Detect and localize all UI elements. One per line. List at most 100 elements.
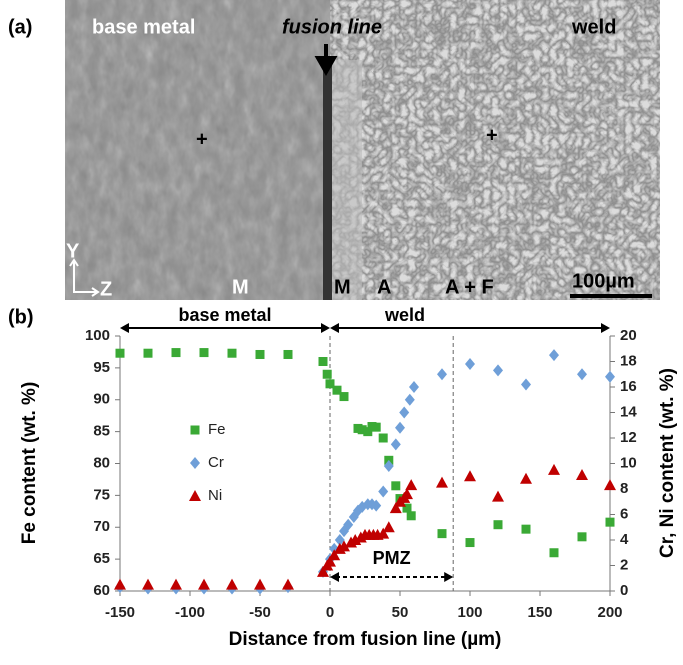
image-label: base metal	[92, 16, 195, 38]
region-label: base metal	[178, 305, 271, 325]
image-label: +	[486, 124, 498, 146]
data-point	[605, 370, 615, 383]
data-point	[332, 385, 342, 395]
data-point	[402, 503, 412, 513]
data-point	[520, 472, 532, 484]
y2-tick-label: 18	[620, 352, 637, 369]
data-point	[226, 578, 238, 590]
data-point	[406, 511, 416, 521]
data-point	[357, 425, 367, 435]
data-point	[437, 529, 447, 539]
y-tick-label: 80	[93, 454, 110, 471]
data-point	[371, 499, 382, 512]
data-point	[464, 470, 476, 482]
x-tick-label: -50	[249, 604, 271, 621]
data-point	[404, 393, 415, 406]
x-axis-title: Distance from fusion line (µm)	[229, 629, 502, 650]
image-label: weld	[571, 16, 616, 38]
data-point	[189, 490, 201, 501]
data-point	[521, 524, 531, 534]
data-point	[390, 438, 401, 451]
image-label: M	[232, 276, 249, 298]
legend-label: Ni	[208, 487, 222, 504]
data-point	[371, 422, 381, 432]
data-point	[143, 348, 153, 358]
data-point	[282, 578, 294, 590]
data-point	[324, 555, 336, 567]
data-point	[549, 548, 559, 558]
data-point	[198, 578, 210, 590]
micrograph	[65, 0, 660, 300]
data-point	[465, 358, 475, 371]
axes-icon	[69, 258, 100, 297]
data-point	[409, 381, 419, 393]
data-point	[115, 348, 125, 358]
y2-tick-label: 0	[620, 582, 628, 599]
data-point	[391, 481, 401, 491]
data-point	[325, 379, 335, 389]
y-tick-label: 90	[93, 391, 110, 408]
scale-bar-label: 100µm	[572, 270, 635, 292]
panel-label: (a)	[8, 16, 32, 38]
y2-tick-label: 2	[620, 556, 628, 573]
data-point	[548, 463, 560, 475]
x-tick-label: -150	[105, 604, 135, 621]
data-point	[317, 565, 329, 577]
data-point	[521, 378, 531, 391]
region-label: weld	[384, 305, 425, 325]
y-tick-label: 60	[93, 582, 110, 599]
data-point	[199, 348, 209, 358]
data-point	[318, 357, 328, 366]
data-point	[549, 349, 559, 362]
data-point	[190, 457, 200, 469]
data-point	[493, 520, 503, 530]
y2-tick-label: 12	[620, 429, 637, 446]
data-point	[142, 578, 154, 590]
data-point	[170, 578, 182, 590]
data-point	[577, 368, 587, 381]
data-point	[399, 406, 410, 419]
data-point	[383, 460, 394, 473]
y2-tick-label: 8	[620, 480, 628, 497]
data-point	[395, 421, 405, 434]
y2-tick-label: 10	[620, 454, 637, 471]
legend-label: Cr	[208, 454, 224, 471]
x-tick-label: 50	[392, 604, 409, 621]
data-point	[605, 517, 615, 527]
y-tick-label: 75	[93, 486, 110, 503]
data-point	[436, 476, 448, 488]
x-tick-label: -100	[175, 604, 205, 621]
legend-label: Fe	[208, 421, 226, 438]
y-tick-label: 100	[85, 327, 110, 344]
data-point	[493, 364, 503, 377]
data-point	[382, 521, 395, 533]
region-label: PMZ	[373, 548, 411, 568]
data-point	[377, 527, 390, 539]
data-point	[283, 349, 293, 359]
data-point	[343, 518, 354, 531]
image-label: A	[377, 276, 391, 298]
data-point	[328, 549, 341, 561]
y-tick-label: 65	[93, 550, 110, 567]
image-label: +	[196, 128, 208, 150]
x-tick-label: 200	[597, 604, 622, 621]
y2-axis-title: Cr, Ni content (wt. %)	[657, 368, 678, 558]
x-tick-label: 150	[527, 604, 552, 621]
y-tick-label: 85	[93, 423, 110, 440]
image-label: Y	[66, 240, 80, 262]
data-point	[334, 534, 345, 546]
data-point	[255, 349, 265, 359]
data-point	[227, 348, 237, 358]
y-tick-label: 70	[93, 518, 110, 535]
data-point	[363, 427, 373, 437]
data-point	[378, 485, 389, 498]
data-point	[254, 578, 266, 590]
y-axis-title: Fe content (wt. %)	[19, 382, 40, 545]
data-point	[339, 392, 349, 402]
x-tick-label: 0	[326, 604, 334, 621]
image-label: A + F	[445, 276, 494, 298]
data-point	[114, 578, 126, 590]
y2-tick-label: 16	[620, 378, 637, 395]
data-point	[401, 488, 413, 500]
